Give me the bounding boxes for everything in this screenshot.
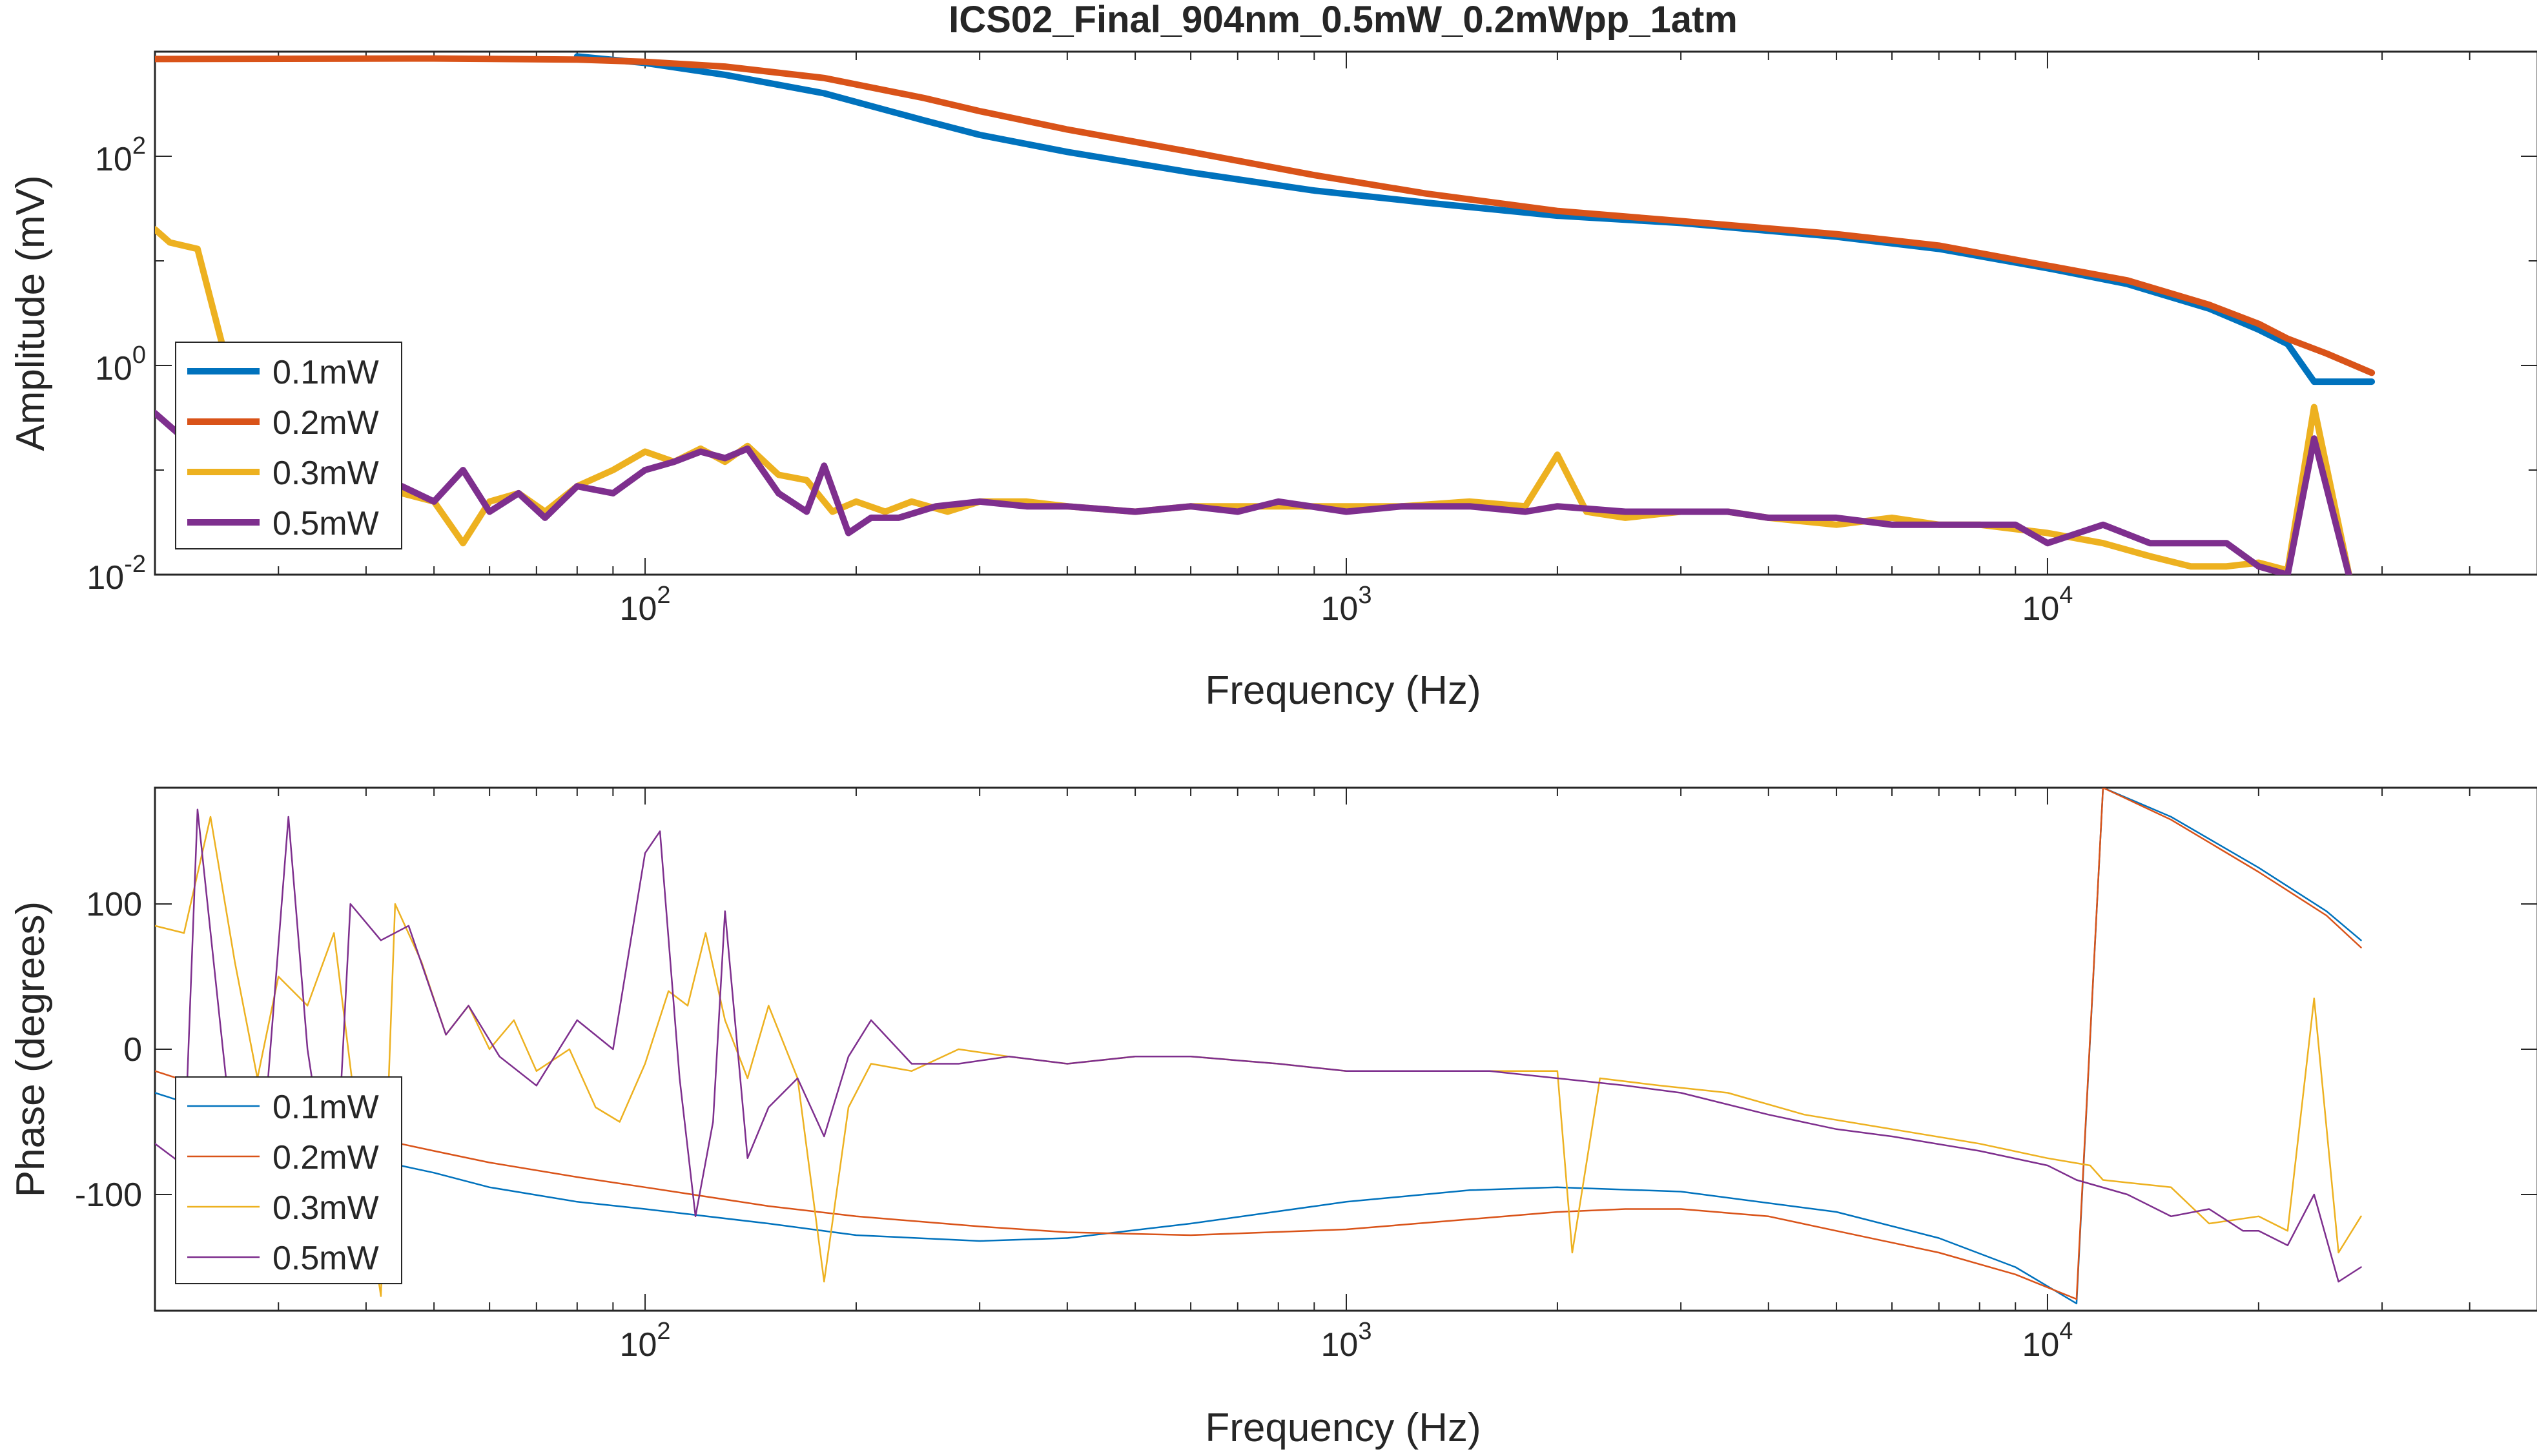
amplitude-series [155,53,2376,575]
phase-y-axis-label: Phase (degrees) [8,901,53,1197]
legend-label: 0.2mW [272,404,379,442]
y-tick-label: -100 [75,1176,142,1214]
amplitude-x-axis-label: Frequency (Hz) [1205,668,1481,713]
legend-label: 0.5mW [272,1240,379,1277]
legend-label: 0.3mW [272,1189,379,1227]
y-tick-label: 100 [86,886,142,923]
amplitude-series-02mW-line [155,55,2376,376]
x-tick-label: 104 [2022,1318,2073,1364]
phase-x-axis-label: Frequency (Hz) [1205,1406,1481,1450]
x-tick-label: 102 [620,582,671,628]
legend-label: 0.1mW [272,1089,379,1126]
amplitude-ticks: 102 103 104 10-2 100 102 [87,51,2537,628]
phase-series [155,788,2362,1305]
phase-series-02mW-line [155,788,2362,1300]
amplitude-y-axis-label: Amplitude (mV) [8,175,53,451]
legend-label: 0.5mW [272,505,379,542]
amplitude-axes-box [154,50,2537,576]
phase-legend: 0.1mW 0.2mW 0.3mW 0.5mW [175,1076,402,1284]
legend-box [175,342,402,549]
y-tick-label: 100 [95,342,146,387]
y-tick-label: 102 [95,132,146,178]
legend-box [175,1076,402,1284]
legend-label: 0.3mW [272,455,379,492]
phase-series-03mW-line [155,815,2362,1297]
legend-label: 0.1mW [272,354,379,391]
x-tick-label: 104 [2022,582,2073,628]
phase-series-05mW-line [155,808,2362,1283]
x-tick-label: 103 [1321,1318,1372,1364]
phase-panel: 102 103 104 -100 0 100 Frequency (Hz) Phase (… [8,786,2537,1450]
amplitude-series-05mW-line [155,409,2352,575]
x-tick-label: 103 [1321,582,1372,628]
y-tick-label: 10-2 [87,551,146,597]
legend-label: 0.2mW [272,1139,379,1176]
amplitude-legend: 0.1mW 0.2mW 0.3mW 0.5mW [175,342,402,549]
phase-axes-box [154,786,2537,1312]
amplitude-panel: 102 103 104 10-2 100 102 Frequency (Hz) Ampli… [8,50,2537,713]
y-tick-label: 0 [123,1031,142,1069]
amplitude-series-01mW-line [573,53,2376,385]
x-tick-label: 102 [620,1318,671,1364]
figure-title: ICS02_Final_904nm_0.5mW_0.2mWpp_1atm [949,0,1738,41]
phase-ticks: 102 103 104 -100 0 100 [75,788,2537,1364]
